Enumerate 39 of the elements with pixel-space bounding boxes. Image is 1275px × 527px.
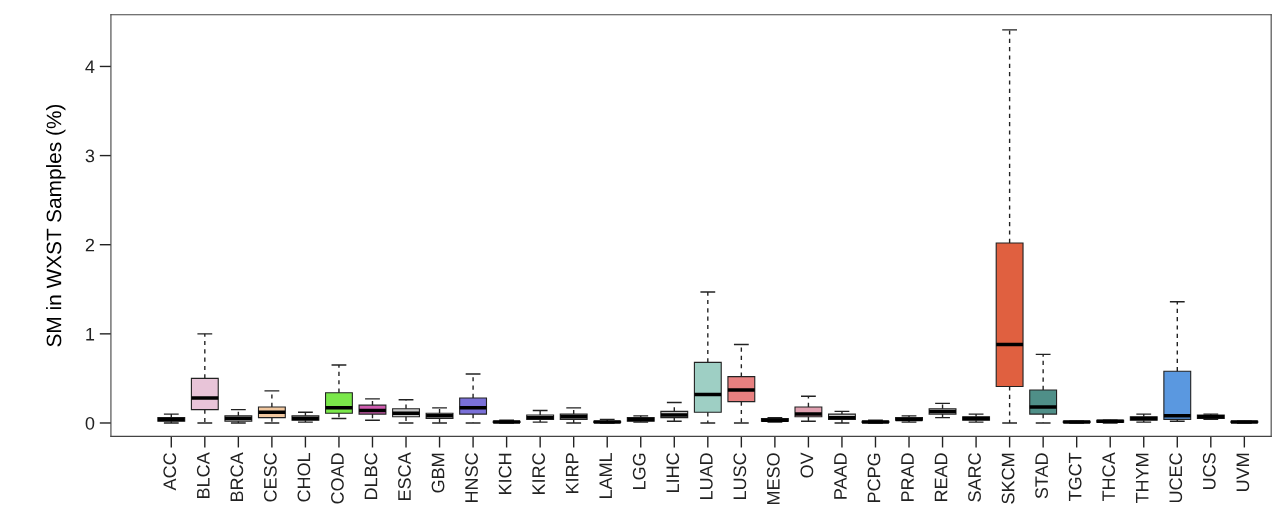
x-tick-label: KIRC — [532, 453, 545, 494]
x-tick-label: LUSC — [733, 453, 747, 500]
x-tick-label: THCA — [1102, 452, 1116, 502]
x-tick-label: UVM — [1236, 453, 1250, 492]
x-tick-label: LUAD — [700, 453, 713, 500]
x-tick-label: HNSC — [465, 453, 478, 503]
y-tick-label: 1 — [86, 327, 95, 341]
x-tick-label: CESC — [263, 453, 277, 502]
x-tick-label: SKCM — [1001, 453, 1015, 504]
x-tick-label: PCPG — [867, 453, 881, 503]
x-tick-label: KICH — [498, 453, 512, 494]
x-tick-label: TGCT — [1068, 452, 1082, 502]
x-tick-label: OV — [800, 452, 814, 478]
x-tick-label: UCEC — [1169, 453, 1183, 503]
y-tick-label: 4 — [85, 60, 95, 73]
x-tick-label: LAML — [599, 452, 612, 499]
y-tick-label: 3 — [85, 149, 95, 163]
x-tick-label: THYM — [1136, 453, 1149, 504]
x-tick-label: LIHC — [666, 453, 680, 492]
x-tick-label: SARC — [968, 453, 981, 502]
y-tick-label: 0 — [85, 416, 95, 430]
x-tick-label: PRAD — [901, 453, 914, 502]
x-tick-label: KIRP — [565, 453, 579, 493]
x-tick-label: COAD — [331, 453, 344, 504]
x-tick-label: STAD — [1035, 453, 1048, 499]
x-tick-label: BRCA — [230, 452, 244, 502]
y-tick-label: 2 — [85, 238, 95, 252]
y-axis-title: SM in WXST Samples (%) — [46, 104, 66, 347]
x-tick-label: ACC — [163, 453, 177, 491]
x-tick-label: MESO — [766, 453, 780, 505]
x-tick-label: GBM — [431, 453, 445, 493]
x-tick-label: BLCA — [196, 452, 210, 499]
x-tick-label: PAAD — [834, 453, 847, 499]
x-tick-label: DLBC — [364, 453, 378, 500]
x-tick-label: READ — [934, 453, 948, 502]
x-tick-label: UCS — [1202, 453, 1216, 490]
x-tick-label: CHOL — [297, 452, 311, 502]
x-tick-label: LGG — [632, 453, 646, 489]
x-tick-label: ESCA — [398, 452, 411, 501]
